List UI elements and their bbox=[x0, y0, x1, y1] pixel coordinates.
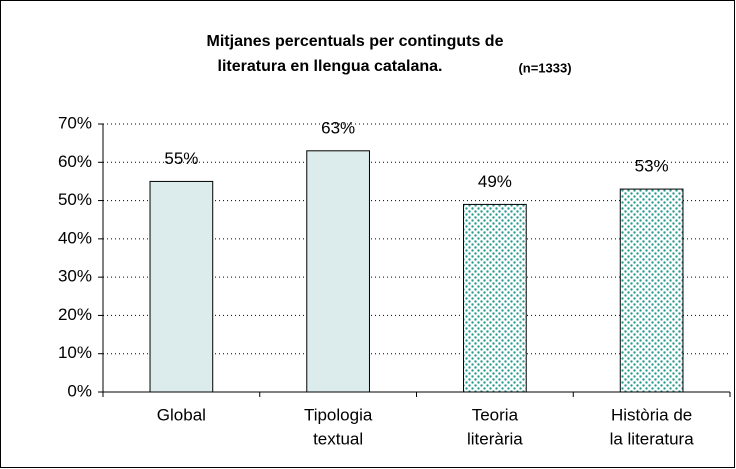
data-label: 55% bbox=[164, 149, 198, 168]
data-label: 49% bbox=[478, 172, 512, 191]
y-tick-label: 10% bbox=[58, 343, 92, 362]
y-tick-label: 20% bbox=[58, 305, 92, 324]
x-tick-label: la literatura bbox=[610, 429, 695, 448]
bar bbox=[149, 180, 214, 393]
y-tick-label: 60% bbox=[58, 152, 92, 171]
x-tick-label: Tipologia bbox=[304, 405, 373, 424]
chart-title: literatura en llengua catalana. bbox=[218, 58, 443, 75]
chart-subtitle: (n=1333) bbox=[518, 60, 571, 75]
x-tick-label: Teoria bbox=[472, 405, 519, 424]
y-tick-label: 30% bbox=[58, 267, 92, 286]
bar bbox=[463, 203, 527, 393]
y-tick-label: 50% bbox=[58, 190, 92, 209]
y-tick-label: 40% bbox=[58, 228, 92, 247]
x-tick-label: textual bbox=[313, 429, 363, 448]
y-tick-label: 0% bbox=[67, 381, 92, 400]
x-tick-label: literària bbox=[467, 429, 523, 448]
x-tick-label: Història de bbox=[611, 405, 692, 424]
bar bbox=[306, 150, 370, 393]
x-tick-label: Global bbox=[157, 405, 206, 424]
data-label: 63% bbox=[321, 118, 355, 137]
data-label: 53% bbox=[635, 157, 669, 176]
y-tick-label: 70% bbox=[58, 113, 92, 132]
bar bbox=[619, 188, 684, 393]
chart-title: Mitjanes percentuals per continguts de bbox=[207, 33, 504, 50]
